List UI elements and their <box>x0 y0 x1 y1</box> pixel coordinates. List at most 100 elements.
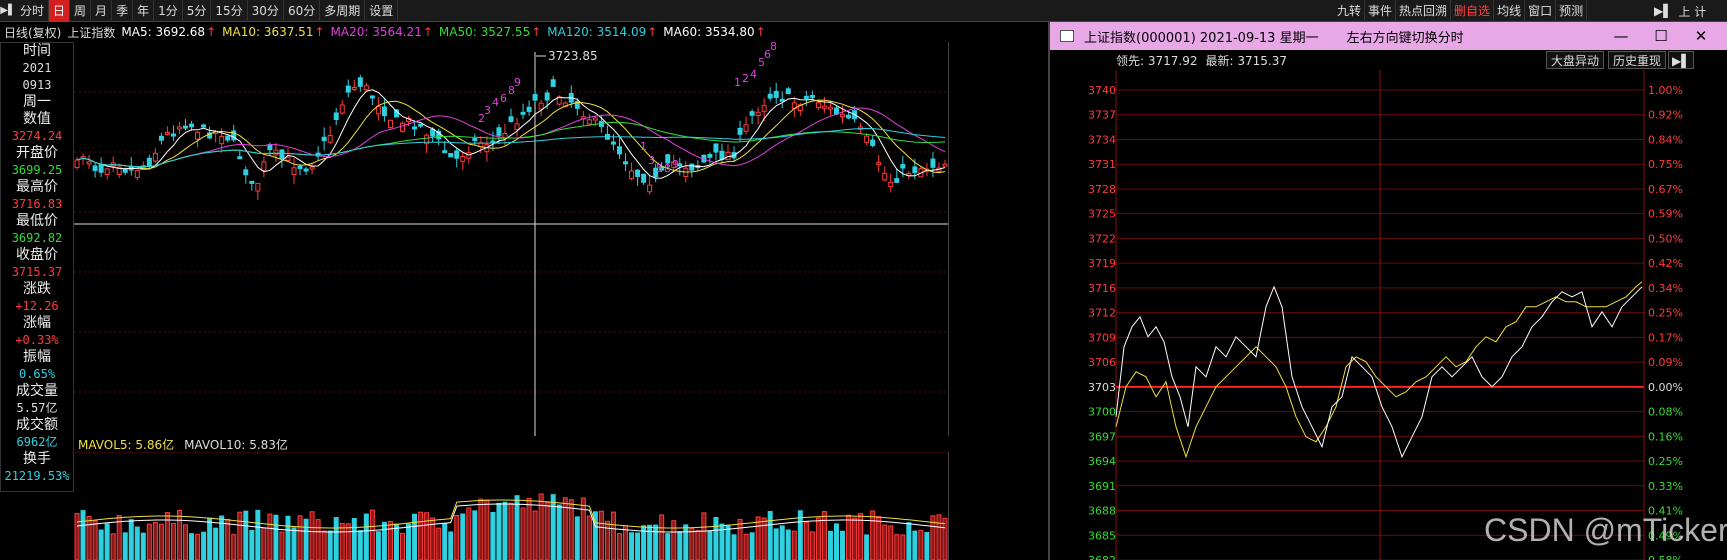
period-tab[interactable]: 30分 <box>248 0 284 22</box>
volume-bar <box>550 494 556 560</box>
nine-turn-mark: 9 <box>672 158 679 171</box>
period-tab[interactable]: 日 <box>49 0 71 22</box>
function-button[interactable]: 热点回溯 <box>1396 0 1452 22</box>
intraday-title: 上证指数(000001) 2021-09-13 星期一 <box>1084 30 1319 46</box>
period-tab[interactable]: 60分 <box>284 0 321 22</box>
volume-bar <box>882 524 888 560</box>
candle-body <box>882 172 888 181</box>
info-value: 6962亿 <box>16 435 58 449</box>
volume-bar <box>852 517 858 560</box>
period-tab[interactable]: 季 <box>112 0 134 22</box>
function-button[interactable]: 删自选 <box>1451 0 1495 22</box>
arrow-right-icon[interactable]: ▶▌ <box>1668 51 1695 69</box>
history-replay-button[interactable]: 历史重现 <box>1608 51 1667 69</box>
panel-toggle-icon[interactable]: ▶▌ <box>0 4 16 16</box>
y-axis-left-label: 3688 <box>1088 505 1116 518</box>
function-button[interactable]: 预测 <box>1556 0 1588 22</box>
intraday-chart[interactable]: 3740 1.00% 3737 0.92% 3734 0.84% 3731 0.75% 3728… <box>1050 70 1727 560</box>
volume-bar <box>761 517 767 560</box>
period-tab[interactable]: 5分 <box>183 0 212 22</box>
volume-bar <box>406 523 412 560</box>
candle-body <box>339 104 345 114</box>
period-tab[interactable]: 分时 <box>16 0 50 22</box>
candle-body <box>827 106 833 110</box>
y-axis-left-label: 3706 <box>1088 356 1116 369</box>
maximize-icon[interactable]: ☐ <box>1654 27 1668 45</box>
info-label: 收盘价 <box>16 247 58 263</box>
volume-chart[interactable] <box>74 452 1048 560</box>
candle-body <box>249 180 255 184</box>
up-arrow-icon: ↑ <box>422 25 433 39</box>
info-value: 3692.82 <box>11 231 63 245</box>
candle-body <box>164 131 170 135</box>
volume-bar <box>393 523 399 560</box>
nine-turn-mark: 2 <box>478 112 485 125</box>
period-toolbar: ▶▌ 分时日周月季年 1分 5分 15分 30分 60分 多周期 设置 <box>0 0 1727 22</box>
candle-body <box>894 178 900 183</box>
volume-bar <box>357 530 363 560</box>
candle-body <box>803 95 809 99</box>
toolbar-far-right: ▶▌ 上 计 <box>1654 0 1706 22</box>
y-axis-left-label: 3719 <box>1088 257 1116 270</box>
volume-bar <box>671 520 677 560</box>
nine-turn-mark: 9 <box>514 76 521 89</box>
candle-body <box>219 136 225 145</box>
arrow-right-icon[interactable]: ▶▌ <box>1654 4 1673 18</box>
period-tab[interactable]: 年 <box>133 0 155 22</box>
y-axis-left-label: 3722 <box>1088 232 1116 245</box>
ma120-line <box>76 127 946 168</box>
period-tab[interactable]: 多周期 <box>320 0 366 22</box>
volume-bar <box>556 504 562 560</box>
watermark: CSDN @mTicker <box>1484 512 1727 548</box>
period-tab[interactable]: 1分 <box>154 0 183 22</box>
volume-bar <box>791 530 797 560</box>
volume-bar <box>846 514 852 560</box>
candle-body <box>755 111 761 117</box>
candle-body <box>665 154 671 164</box>
volume-bar <box>610 511 616 560</box>
market-alert-button[interactable]: 大盘异动 <box>1546 51 1605 69</box>
volume-bar <box>707 530 713 560</box>
candle-body <box>309 166 315 170</box>
volume-bar <box>448 531 454 560</box>
volume-bar <box>629 532 635 560</box>
candle-body <box>562 102 568 108</box>
info-value: 21219.53% <box>4 469 70 483</box>
candle-body <box>526 106 532 112</box>
mavol10-label: MAVOL10: 5.83亿 <box>184 438 288 452</box>
mavol5-label: MAVOL5: 5.86亿 <box>78 438 175 452</box>
period-tab[interactable]: 周 <box>70 0 92 22</box>
intraday-title-bar[interactable]: 上证指数(000001) 2021-09-13 星期一 左右方向键切换分时 — … <box>1050 22 1727 50</box>
candle-body <box>514 123 520 130</box>
volume-bar <box>442 522 448 560</box>
function-button[interactable]: 均线 <box>1494 0 1526 22</box>
function-button[interactable]: 事件 <box>1365 0 1397 22</box>
period-tab[interactable]: 设置 <box>365 0 399 22</box>
y-axis-right-label: 0.34% <box>1648 282 1683 295</box>
function-button[interactable]: 窗口 <box>1525 0 1557 22</box>
minimize-icon[interactable]: — <box>1613 27 1629 45</box>
volume-bar <box>508 502 514 560</box>
y-axis-left-label: 3740 <box>1088 84 1116 97</box>
candle-body <box>92 165 98 172</box>
y-axis-left-label: 3716 <box>1088 282 1116 295</box>
y-axis-right-label: 1.00% <box>1648 84 1683 97</box>
period-tab[interactable]: 15分 <box>211 0 248 22</box>
info-label: 成交额 <box>16 417 58 433</box>
period-tab[interactable]: 月 <box>91 0 113 22</box>
candle-body <box>170 133 176 137</box>
close-icon[interactable]: ✕ <box>1694 27 1708 45</box>
function-button[interactable]: 九转 <box>1334 0 1366 22</box>
candle-body <box>773 90 779 98</box>
nine-turn-mark: 2 <box>742 72 749 85</box>
y-axis-left-label: 3712 <box>1088 307 1116 320</box>
volume-bar <box>213 527 219 560</box>
ma-value: MA5: 3692.68 <box>121 25 206 39</box>
candle-body <box>255 182 261 192</box>
candle-body <box>797 104 803 111</box>
index-name: 上证指数 <box>67 25 116 40</box>
candle-body <box>375 105 381 115</box>
candle-body <box>146 157 152 167</box>
nine-turn-mark: 3 <box>648 154 655 167</box>
